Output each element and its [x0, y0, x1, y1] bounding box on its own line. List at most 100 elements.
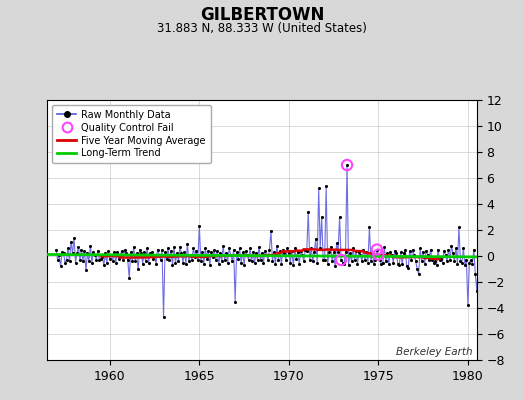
Point [465, 259, 474, 266]
Point [149, 255, 157, 262]
Point [428, 257, 436, 263]
Point [474, 259, 483, 266]
Point [183, 241, 192, 248]
Point [171, 259, 180, 266]
Point [137, 250, 145, 257]
Point [156, 257, 165, 263]
Point [374, 252, 383, 258]
Point [112, 259, 120, 266]
Point [115, 255, 123, 262]
Point [64, 245, 72, 251]
Point [459, 245, 467, 251]
Point [319, 257, 328, 263]
Point [276, 248, 284, 254]
Point [473, 288, 481, 294]
Point [209, 254, 217, 260]
Point [353, 261, 362, 267]
Point [277, 261, 286, 267]
Point [136, 246, 144, 253]
Point [446, 257, 454, 263]
Point [362, 249, 370, 255]
Point [101, 250, 110, 257]
Point [133, 250, 141, 257]
Point [194, 257, 202, 263]
Point [165, 257, 173, 263]
Point [174, 258, 183, 264]
Point [98, 254, 106, 260]
Point [143, 245, 151, 251]
Point [200, 261, 208, 267]
Point [440, 248, 448, 254]
Point [147, 249, 156, 255]
Point [122, 250, 130, 257]
Point [377, 261, 386, 267]
Point [191, 254, 199, 260]
Point [416, 245, 424, 251]
Point [258, 250, 266, 257]
Point [240, 262, 248, 268]
Point [217, 258, 226, 264]
Point [212, 257, 220, 263]
Point [274, 257, 282, 263]
Point [79, 258, 87, 264]
Point [71, 259, 80, 266]
Point [307, 245, 315, 251]
Point [343, 162, 351, 168]
Point [95, 257, 104, 263]
Point [74, 244, 83, 250]
Point [259, 259, 268, 266]
Point [461, 262, 469, 268]
Point [419, 249, 428, 255]
Point [103, 259, 111, 266]
Point [267, 228, 275, 234]
Point [429, 259, 438, 266]
Point [221, 257, 229, 263]
Point [210, 246, 219, 253]
Point [455, 224, 463, 230]
Point [205, 262, 214, 268]
Point [282, 257, 290, 263]
Point [242, 248, 250, 254]
Point [443, 258, 451, 264]
Point [453, 261, 462, 267]
Point [349, 245, 357, 251]
Point [62, 257, 71, 263]
Point [97, 255, 105, 262]
Point [57, 263, 65, 270]
Point [198, 249, 206, 255]
Point [427, 246, 435, 253]
Point [326, 244, 335, 250]
Point [88, 259, 96, 266]
Point [52, 246, 60, 253]
Point [402, 263, 411, 270]
Point [373, 246, 381, 253]
Point [138, 261, 147, 267]
Point [80, 248, 89, 254]
Point [159, 314, 168, 320]
Point [407, 257, 416, 263]
Point [86, 242, 95, 249]
Point [186, 252, 194, 258]
Point [129, 244, 138, 250]
Point [264, 257, 272, 263]
Point [155, 252, 163, 258]
Point [184, 258, 193, 264]
Point [119, 257, 127, 263]
Point [373, 246, 381, 253]
Point [234, 255, 242, 262]
Point [94, 248, 102, 254]
Point [330, 249, 338, 255]
Point [231, 298, 239, 305]
Point [104, 248, 113, 254]
Point [117, 248, 126, 254]
Point [110, 249, 118, 255]
Point [364, 259, 372, 266]
Point [108, 258, 117, 264]
Point [55, 252, 63, 258]
Point [131, 258, 139, 264]
Point [253, 257, 261, 263]
Point [288, 248, 296, 254]
Point [238, 249, 247, 255]
Point [435, 257, 444, 263]
Point [314, 185, 323, 192]
